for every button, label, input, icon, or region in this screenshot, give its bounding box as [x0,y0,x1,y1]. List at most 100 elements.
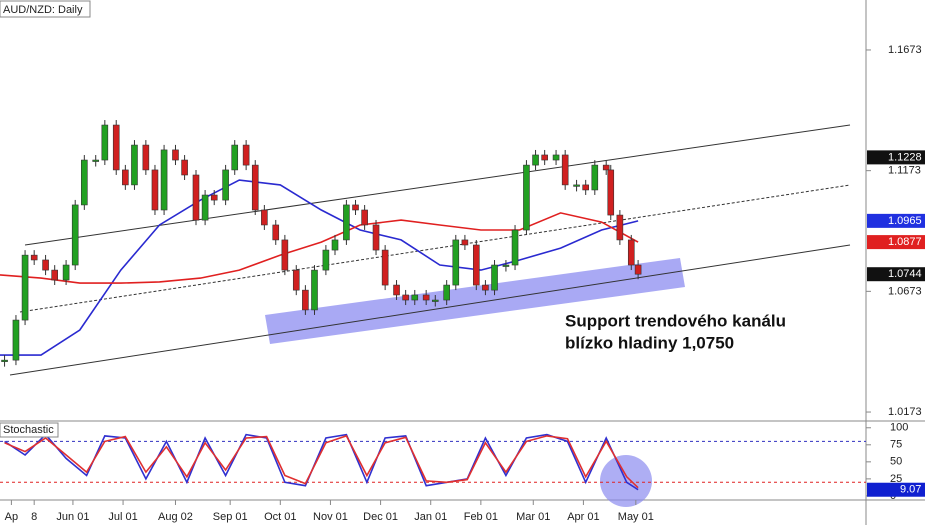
candle [42,259,49,271]
candle [181,159,188,176]
candle [81,159,88,206]
stoch-line [4,433,639,491]
candle [311,269,318,311]
candle [532,154,539,166]
candle [541,154,548,161]
candle [62,264,70,281]
candle [281,239,289,271]
y-tick-label: 1.0173 [888,406,922,418]
x-tick-label: Sep 01 [213,511,248,523]
title-box [0,0,91,18]
x-tick-label: 8 [31,511,37,523]
y-tick-label: 1.1173 [888,165,921,177]
candle [582,184,589,191]
x-tick-label: Jan 01 [414,511,447,523]
candle [431,299,439,302]
candle [51,269,58,281]
stoch-title-box [0,422,59,438]
annotation: blízko hladiny 1,0750 [565,333,734,352]
candle [452,239,460,286]
candle [272,224,280,241]
candle [381,249,389,286]
candle [71,204,79,266]
candle [242,144,250,166]
candle [352,204,359,211]
candle [443,284,450,301]
candle [491,264,498,291]
candle [627,239,635,266]
chart-title: AUD/NZD: Daily [3,4,83,16]
candle [591,164,599,191]
candle [122,169,129,186]
price-marker [867,213,925,228]
x-tick-label: Jul 01 [108,511,137,523]
candle [616,214,624,241]
candle [21,254,29,321]
candle [402,294,409,301]
x-tick-label: Nov 01 [313,511,348,523]
y-tick-label: 1.1673 [888,44,922,56]
candle [361,209,368,226]
candle [372,224,380,251]
price-marker-label: 1.0965 [888,215,922,227]
candle [461,239,469,246]
candle [131,144,138,186]
candle [142,144,150,171]
candle [482,284,489,291]
candle [160,149,168,211]
candle [251,164,259,211]
annotation: Support trendového kanálu [565,311,786,330]
candle [101,124,109,161]
candle [634,264,642,275]
y-tick-label: 100 [890,422,908,434]
candle [552,154,560,161]
candle [561,154,569,186]
candle [192,174,200,221]
x-tick-label: Oct 01 [264,511,296,523]
candle [302,289,309,311]
x-tick-label: Feb 01 [464,511,498,523]
candle [222,169,229,201]
candle [210,194,218,201]
support-zone [265,258,685,344]
x-tick-label: Apr 01 [567,511,599,523]
candle [112,124,120,171]
stoch-title: Stochastic [3,424,54,436]
ma-line [0,212,639,284]
candle [12,319,20,361]
candle [151,169,159,211]
candle [201,194,209,221]
candle [92,159,100,162]
y-tick-label: 75 [890,439,902,451]
candle [172,149,179,161]
price-marker-label: 1.0744 [888,268,922,280]
x-tick-label: Aug 02 [158,511,193,523]
candle [472,244,480,286]
candle [511,229,519,266]
stoch-marker [867,482,925,497]
price-marker [867,150,925,165]
candle [502,264,510,267]
candle [602,164,610,171]
candle [573,184,580,187]
x-tick-label: May 01 [618,511,654,523]
candle [231,144,239,171]
candle [343,204,350,241]
channel-upper [24,124,851,246]
layer: Ap 8 Jun 01 Jul 01 Aug 02 Sep 01 Oct 01 Nov 01 D… [0,44,925,523]
candle [393,284,400,296]
candle [422,294,430,301]
candle [322,249,330,271]
x-tick-label: Ap [5,511,18,523]
y-tick-label: 1.0673 [888,285,922,297]
candle [1,359,8,362]
x-tick-label: Dec 01 [363,511,398,523]
candle [523,164,530,231]
candle [261,209,268,226]
candle [30,254,38,261]
price-marker [867,267,925,282]
price-marker-label: 1.0877 [888,236,922,248]
stoch-marker-label: 9.07 [900,484,921,496]
